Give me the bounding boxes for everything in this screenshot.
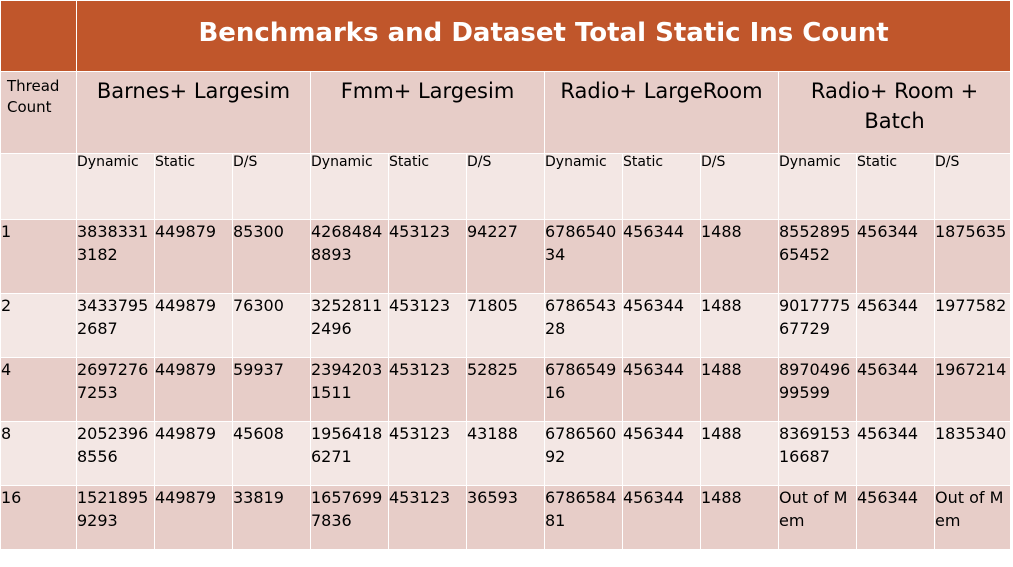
group-header-fmm: Fmm+ Largesim [310, 71, 545, 154]
sub-header-empty [0, 153, 77, 220]
sub-header-static: Static [154, 153, 233, 220]
table-cell: 678656092 [544, 421, 623, 486]
table-cell: 449879 [154, 485, 233, 550]
table-cell: 453123 [388, 485, 467, 550]
table-cell: 901777567729 [778, 293, 857, 358]
table-cell: 1967214 [933, 357, 1012, 422]
sub-header-ds: D/S [466, 153, 545, 220]
table-cell: 449879 [154, 357, 233, 422]
thread-count-cell: 2 [0, 293, 77, 358]
table-cell: 456344 [622, 421, 701, 486]
table-cell: 678654328 [544, 293, 623, 358]
table-cell: 26972767253 [76, 357, 155, 422]
thread-count-cell: 1 [0, 219, 77, 294]
table-cell: 678654034 [544, 219, 623, 294]
title-corner-cell [0, 0, 77, 72]
thread-count-cell: 4 [0, 357, 77, 422]
table-cell: 20523968556 [76, 421, 155, 486]
thread-count-cell: 16 [0, 485, 77, 550]
table-cell: 449879 [154, 293, 233, 358]
benchmark-table: Benchmarks and Dataset Total Static Ins … [0, 0, 1012, 550]
table-title: Benchmarks and Dataset Total Static Ins … [75, 0, 1012, 72]
table-cell: 1488 [700, 485, 779, 550]
table-cell: 16576997836 [310, 485, 389, 550]
table-row: 8 20523968556 449879 45608 19564186271 4… [0, 421, 1012, 486]
table-cell: 456344 [856, 421, 935, 486]
sub-header-static: Static [388, 153, 467, 220]
table-cell: Out of Mem [933, 485, 1012, 550]
table-cell: 36593 [466, 485, 545, 550]
sub-header-dynamic: Dynamic [544, 153, 623, 220]
sub-header-dynamic: Dynamic [778, 153, 857, 220]
table-cell: 456344 [622, 293, 701, 358]
table-cell: 19564186271 [310, 421, 389, 486]
table-row: 2 34337952687 449879 76300 32528112496 4… [0, 293, 1012, 358]
table-cell: 94227 [466, 219, 545, 294]
table-cell: 678658481 [544, 485, 623, 550]
table-row: 1 38383313182 449879 85300 42684848893 4… [0, 219, 1012, 294]
group-header-radio-room-batch: Radio+ Room + Batch [777, 71, 1012, 154]
table-cell: 33819 [232, 485, 311, 550]
table-cell: 449879 [154, 219, 233, 294]
table-cell: 1488 [700, 293, 779, 358]
table-cell: 71805 [466, 293, 545, 358]
sub-header-static: Static [622, 153, 701, 220]
table-cell: 855289565452 [778, 219, 857, 294]
sub-header-ds: D/S [700, 153, 779, 220]
table-cell: 43188 [466, 421, 545, 486]
table-cell: 34337952687 [76, 293, 155, 358]
table-cell: 453123 [388, 421, 467, 486]
table-cell: 1488 [700, 219, 779, 294]
table-cell: 45608 [232, 421, 311, 486]
table-cell: 836915316687 [778, 421, 857, 486]
table-cell: 456344 [622, 357, 701, 422]
table-cell: 453123 [388, 293, 467, 358]
sub-header-dynamic: Dynamic [76, 153, 155, 220]
table-cell: Out of Mem [778, 485, 857, 550]
sub-header-ds: D/S [232, 153, 311, 220]
table-cell: 38383313182 [76, 219, 155, 294]
table-cell: 678654916 [544, 357, 623, 422]
table-cell: 1875635 [933, 219, 1012, 294]
table-cell: 42684848893 [310, 219, 389, 294]
table-cell: 59937 [232, 357, 311, 422]
table-cell: 15218959293 [76, 485, 155, 550]
table-cell: 456344 [622, 219, 701, 294]
table-cell: 1835340 [933, 421, 1012, 486]
table-row: 4 26972767253 449879 59937 23942031511 4… [0, 357, 1012, 422]
table-cell: 897049699599 [778, 357, 857, 422]
sub-header-dynamic: Dynamic [310, 153, 389, 220]
group-header-barnes: Barnes+ Largesim [76, 71, 311, 154]
table-cell: 456344 [856, 485, 935, 550]
table-cell: 453123 [388, 219, 467, 294]
table-cell: 1488 [700, 357, 779, 422]
table-cell: 1488 [700, 421, 779, 486]
table-cell: 456344 [856, 357, 935, 422]
table-cell: 32528112496 [310, 293, 389, 358]
table-cell: 76300 [232, 293, 311, 358]
table-cell: 453123 [388, 357, 467, 422]
table-cell: 1977582 [933, 293, 1012, 358]
thread-count-cell: 8 [0, 421, 77, 486]
table-cell: 23942031511 [310, 357, 389, 422]
table-cell: 456344 [856, 219, 935, 294]
table-cell: 456344 [856, 293, 935, 358]
group-header-radio-largeroom: Radio+ LargeRoom [544, 71, 779, 154]
table-cell: 52825 [466, 357, 545, 422]
table-cell: 449879 [154, 421, 233, 486]
sub-header-ds: D/S [933, 153, 1012, 220]
sub-header-static: Static [856, 153, 935, 220]
table-cell: 85300 [232, 219, 311, 294]
thread-count-header: Thread Count [0, 71, 77, 154]
table-row: 16 15218959293 449879 33819 16576997836 … [0, 485, 1012, 550]
table-cell: 456344 [622, 485, 701, 550]
